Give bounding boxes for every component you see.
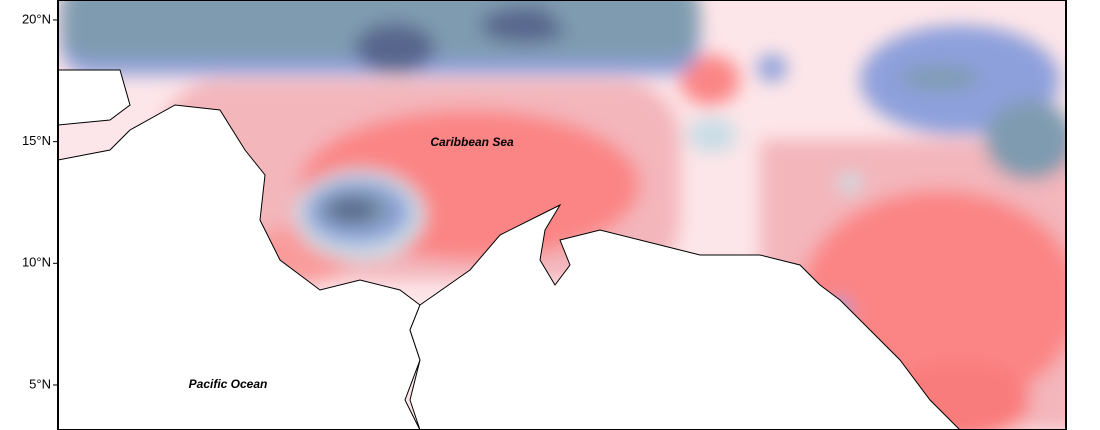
y-tick-label: 10°N xyxy=(22,255,51,270)
ocean-label: Pacific Ocean xyxy=(189,377,268,391)
yucatan xyxy=(58,69,131,126)
central-america xyxy=(58,104,421,430)
y-tick-label: 15°N xyxy=(22,133,51,148)
y-tick-label: 5°N xyxy=(29,376,51,391)
south-america xyxy=(409,203,961,430)
contour-field xyxy=(58,0,1066,430)
y-tick-label: 20°N xyxy=(22,11,51,26)
map-frame xyxy=(57,0,1067,430)
sea-label: Caribbean Sea xyxy=(430,135,514,149)
